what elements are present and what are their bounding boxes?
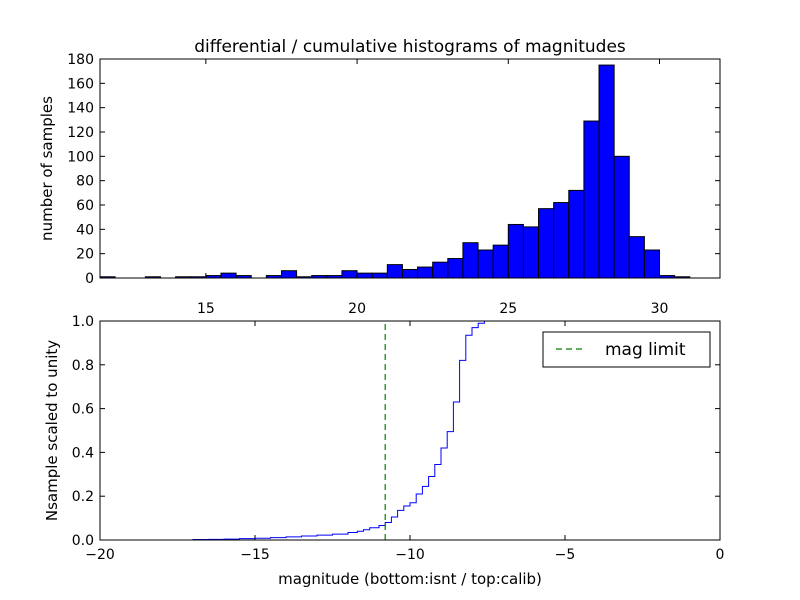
y-tick-label: 0.0 [72, 533, 94, 549]
histogram-bar [417, 266, 434, 279]
x-tick-label: 20 [348, 301, 366, 317]
bottom-axis-ticks: 0.0 0.2 0.4 0.6 0.8 1.0 −20 −15 −10 −5 0 [72, 314, 725, 563]
y-tick-label: 0.6 [72, 402, 94, 418]
histogram-bar [432, 261, 449, 279]
histogram-bar [568, 189, 585, 279]
x-tick-label: −15 [240, 547, 270, 563]
x-tick-label: −5 [555, 547, 576, 563]
histogram-bar [583, 120, 600, 279]
histogram-bar [553, 202, 570, 279]
histogram-bar [477, 249, 494, 279]
histogram-bar [522, 226, 540, 279]
cumulative-step-line [100, 320, 720, 541]
y-tick-label: 120 [67, 125, 94, 141]
y-tick-label: 1.0 [72, 314, 94, 330]
histogram-bar [386, 264, 403, 279]
x-tick-label: −20 [85, 547, 115, 563]
histogram-bar [220, 272, 237, 279]
top-axis-ticks: 0 20 40 60 80 100 120 140 160 180 15 20 25 30 [67, 52, 720, 317]
histogram-bar [401, 268, 419, 279]
histogram-bar [371, 272, 388, 279]
x-tick-label: −10 [395, 547, 425, 563]
histogram-bar [492, 244, 509, 279]
bottom-x-axis-label: magnitude (bottom:isnt / top:calib) [278, 570, 542, 588]
figure-title: differential / cumulative histograms of … [194, 37, 626, 57]
y-tick-label: 40 [76, 222, 94, 238]
histogram-bars [99, 64, 691, 279]
histogram-bar [598, 64, 615, 279]
histogram-bar [643, 249, 661, 279]
histogram-bar [280, 270, 298, 279]
cumulative-lines [100, 320, 720, 541]
histogram-bar [613, 155, 630, 279]
y-tick-label: 60 [76, 198, 94, 214]
histogram-bar [341, 270, 358, 279]
histogram-bar [538, 208, 555, 279]
x-tick-label: 25 [499, 301, 517, 317]
top-y-axis-label: number of samples [38, 96, 56, 241]
legend: mag limit [542, 331, 711, 368]
y-tick-label: 180 [67, 52, 94, 68]
histogram-bar [462, 242, 479, 279]
y-tick-label: 140 [67, 101, 94, 117]
x-tick-label: 15 [197, 301, 215, 317]
y-tick-label: 0.2 [72, 489, 94, 505]
x-tick-label: 30 [651, 301, 669, 317]
x-tick-label: 0 [716, 547, 725, 563]
histogram-bar [447, 258, 464, 279]
legend-entry-mag-limit: mag limit [605, 340, 686, 360]
bottom-cumulative-axes: 0.0 0.2 0.4 0.6 0.8 1.0 −20 −15 −10 −5 0 Nsample s… [43, 314, 724, 588]
y-tick-label: 20 [76, 247, 94, 263]
y-tick-label: 0.4 [72, 445, 94, 461]
top-histogram-axes: 0 20 40 60 80 100 120 140 160 180 15 20 25 30 number … [38, 52, 721, 317]
y-tick-label: 0.8 [72, 358, 94, 374]
histogram-bar [628, 236, 645, 279]
top-plot-frame [99, 58, 721, 279]
y-tick-label: 100 [67, 149, 94, 165]
histogram-bar [507, 223, 524, 279]
y-tick-label: 0 [85, 271, 94, 287]
y-tick-label: 160 [67, 76, 94, 92]
bottom-y-axis-label: Nsample scaled to unity [43, 340, 61, 521]
y-tick-label: 80 [76, 174, 94, 190]
histogram-bar [356, 272, 373, 279]
